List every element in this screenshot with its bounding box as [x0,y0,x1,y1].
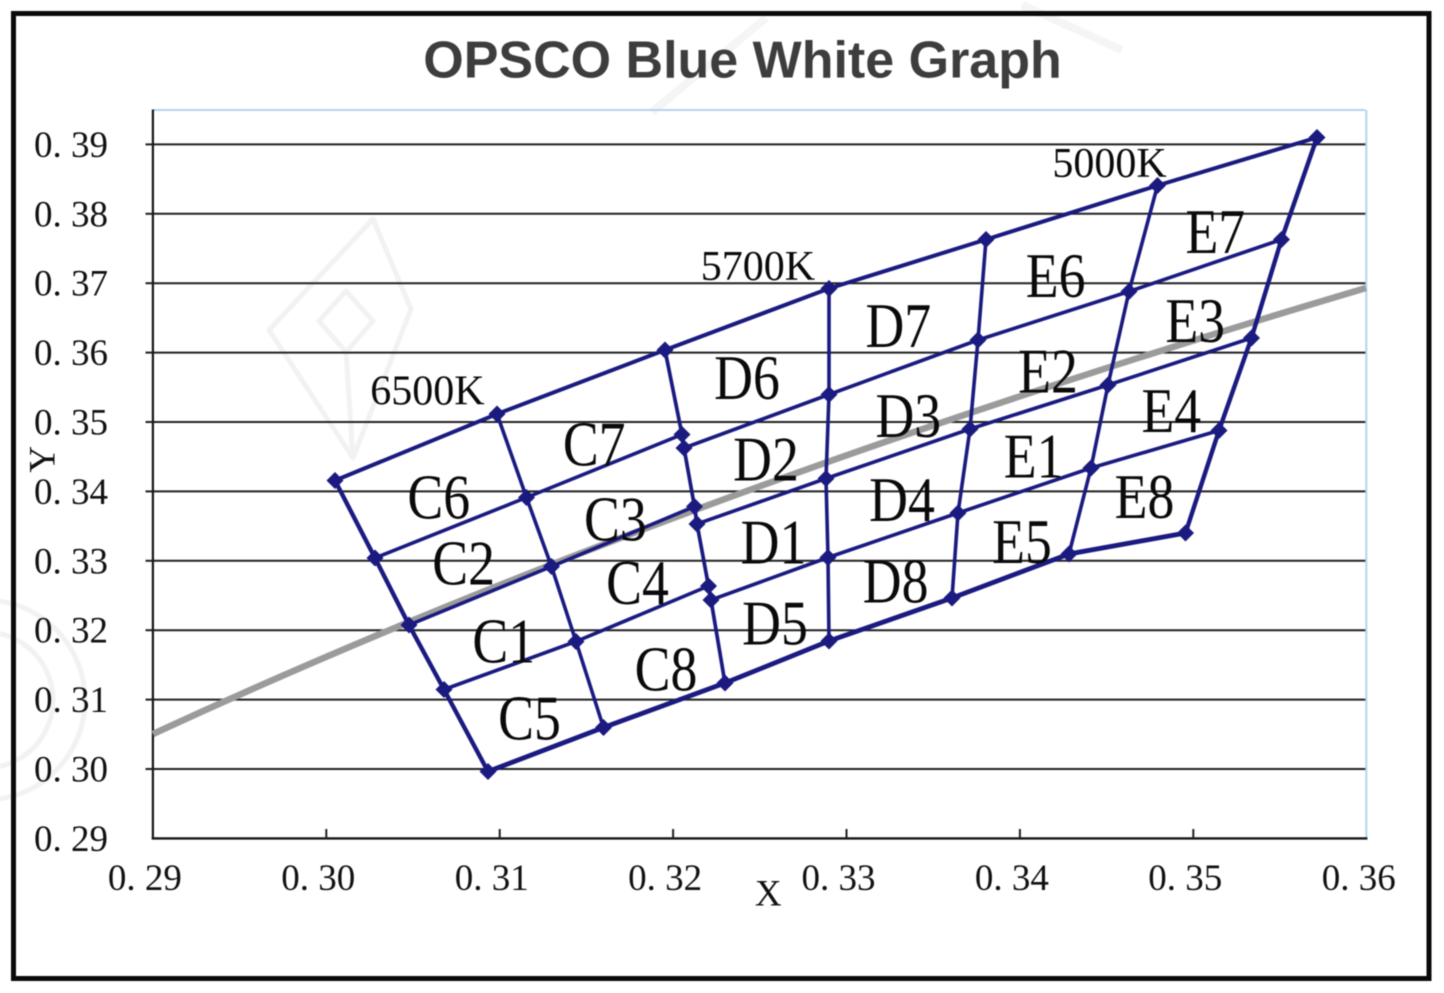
svg-text:C6: C6 [407,461,470,532]
svg-text:C8: C8 [635,633,698,704]
svg-text:0. 36: 0. 36 [34,333,108,374]
svg-text:0. 31: 0. 31 [455,858,529,899]
svg-text:0. 33: 0. 33 [802,858,876,899]
svg-text:0. 32: 0. 32 [34,611,108,652]
svg-text:E7: E7 [1185,196,1245,267]
svg-text:5000K: 5000K [1052,141,1166,187]
svg-text:D3: D3 [875,380,941,451]
svg-text:0. 32: 0. 32 [628,858,702,899]
svg-text:D1: D1 [741,506,807,577]
svg-text:D6: D6 [714,342,780,413]
svg-text:0. 34: 0. 34 [975,858,1049,899]
svg-text:0. 34: 0. 34 [34,472,108,513]
svg-text:Y: Y [23,446,64,473]
svg-text:E6: E6 [1026,240,1086,311]
svg-text:0. 36: 0. 36 [1322,858,1396,899]
svg-text:0. 35: 0. 35 [1148,858,1222,899]
svg-text:E2: E2 [1018,335,1078,406]
svg-text:C1: C1 [472,605,535,676]
svg-text:E1: E1 [1004,420,1064,491]
svg-text:0. 30: 0. 30 [34,750,108,791]
svg-text:E3: E3 [1165,285,1225,356]
svg-text:0. 31: 0. 31 [34,680,108,721]
svg-text:0. 37: 0. 37 [34,264,108,305]
svg-text:0. 33: 0. 33 [34,541,108,582]
svg-text:E8: E8 [1115,461,1175,532]
svg-text:E5: E5 [992,506,1052,577]
svg-text:0. 38: 0. 38 [34,194,108,235]
svg-text:5700K: 5700K [701,244,815,290]
svg-text:X: X [755,873,782,914]
svg-text:D5: D5 [742,587,808,658]
svg-text:D4: D4 [869,464,935,535]
svg-text:0. 29: 0. 29 [34,819,108,860]
svg-text:D7: D7 [865,290,931,361]
svg-text:C2: C2 [432,527,495,598]
svg-text:0. 30: 0. 30 [281,858,355,899]
svg-text:C3: C3 [584,483,647,554]
svg-text:0. 35: 0. 35 [34,403,108,444]
svg-text:OPSCO Blue White Graph: OPSCO Blue White Graph [423,32,1062,90]
svg-text:0. 39: 0. 39 [34,125,108,166]
svg-text:E4: E4 [1141,375,1201,446]
svg-text:6500K: 6500K [370,369,484,415]
svg-text:0. 29: 0. 29 [108,858,182,899]
svg-text:C4: C4 [606,547,669,618]
svg-text:D8: D8 [863,545,929,616]
svg-text:D2: D2 [733,423,799,494]
svg-text:C7: C7 [563,408,626,479]
svg-text:C5: C5 [498,682,561,753]
